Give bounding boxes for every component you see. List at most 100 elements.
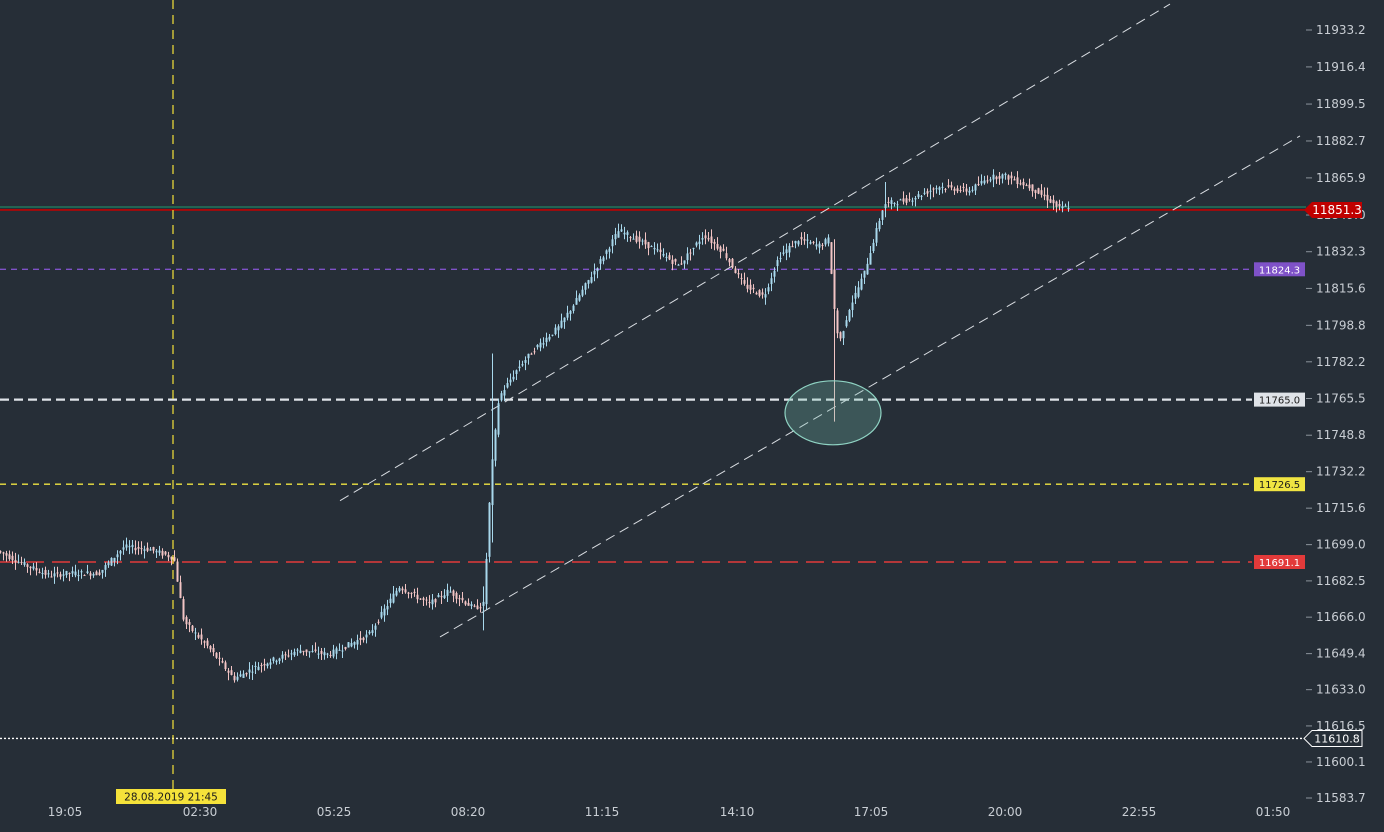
candle xyxy=(1061,201,1064,213)
candle-body xyxy=(731,258,734,268)
candle-body xyxy=(611,239,614,247)
candle xyxy=(632,233,635,240)
candle-body xyxy=(107,562,110,566)
candle-body xyxy=(539,342,542,348)
candle xyxy=(155,549,158,559)
candle-body xyxy=(188,622,191,625)
candle-body xyxy=(584,283,587,290)
candle xyxy=(611,234,614,254)
candle xyxy=(194,627,197,640)
candle xyxy=(461,591,464,603)
x-tick-label: 01:50 xyxy=(1256,805,1291,819)
candle-body xyxy=(35,568,38,571)
candle-body xyxy=(320,650,323,654)
candle-body xyxy=(389,598,392,604)
candle-body xyxy=(878,220,881,230)
candle-body xyxy=(962,186,965,188)
candle-body xyxy=(1040,190,1043,195)
candle xyxy=(572,304,575,314)
candle-body xyxy=(287,655,290,657)
highlight-ellipse[interactable] xyxy=(784,380,882,446)
candle xyxy=(305,649,308,657)
candle-body xyxy=(158,550,161,553)
yellow-level[interactable]: 11726.5 xyxy=(0,477,1305,492)
x-tick-label: 05:25 xyxy=(317,805,352,819)
candle xyxy=(656,243,659,253)
channel-upper[interactable] xyxy=(339,3,1171,502)
candle xyxy=(431,594,434,610)
y-tick-label: 11649.4 xyxy=(1316,647,1366,661)
candle xyxy=(734,266,737,274)
candle-body xyxy=(59,574,62,577)
candle-body xyxy=(38,571,41,573)
candle xyxy=(377,619,380,625)
candle xyxy=(770,272,773,292)
candle-body xyxy=(707,238,710,240)
candle-body xyxy=(317,653,320,655)
candle-body xyxy=(119,550,122,554)
candle xyxy=(578,293,581,302)
y-tick-label: 11715.6 xyxy=(1316,501,1366,515)
purple-level[interactable]: 11824.3 xyxy=(0,262,1305,277)
candle-body xyxy=(551,334,554,336)
candle-body xyxy=(950,185,953,188)
candle xyxy=(827,234,830,247)
candle xyxy=(1046,187,1049,208)
candle xyxy=(551,334,554,337)
candle-body xyxy=(743,280,746,284)
candle-body xyxy=(581,289,584,296)
candle-body xyxy=(716,244,719,249)
candle-body xyxy=(74,571,77,576)
candle-body xyxy=(83,575,86,577)
current-price-label: 11851.3 xyxy=(1312,203,1362,217)
candle xyxy=(233,672,236,683)
channel-lower[interactable] xyxy=(439,135,1301,638)
candle-body xyxy=(395,590,398,596)
red-level[interactable]: 11691.1 xyxy=(0,554,1305,569)
y-tick-label: 11583.7 xyxy=(1316,791,1366,805)
candle-body xyxy=(371,630,374,633)
candle xyxy=(302,650,305,656)
candle-body xyxy=(398,588,401,592)
candle xyxy=(815,237,818,250)
candle xyxy=(521,360,524,367)
candle xyxy=(863,270,866,285)
candle-body xyxy=(887,201,890,203)
candle-body xyxy=(446,589,449,596)
candle xyxy=(563,317,566,329)
candle-body xyxy=(788,245,791,253)
y-tick-label: 11765.5 xyxy=(1316,392,1366,406)
candle xyxy=(281,651,284,663)
candle xyxy=(581,285,584,298)
candle-body xyxy=(452,590,455,596)
candle-body xyxy=(233,675,236,681)
candle xyxy=(623,226,626,240)
y-tick-label: 11682.5 xyxy=(1316,574,1366,588)
candle-body xyxy=(332,649,335,657)
candle-body xyxy=(521,364,524,366)
candle xyxy=(497,398,500,438)
candle-body xyxy=(467,602,470,606)
candle xyxy=(788,243,791,258)
candle xyxy=(731,258,734,269)
candle xyxy=(59,571,62,580)
candle xyxy=(353,641,356,649)
candle-body xyxy=(434,599,437,603)
candle xyxy=(752,284,755,294)
candle xyxy=(848,308,851,323)
candle xyxy=(869,246,872,265)
candle-body xyxy=(308,651,311,653)
candle-body xyxy=(800,236,803,240)
crosshair-date-label: 28.08.2019 21:45 xyxy=(124,792,218,804)
low-level[interactable]: 11610.8 xyxy=(0,729,1363,747)
candle-body xyxy=(719,246,722,252)
candle xyxy=(440,591,443,605)
white-level[interactable]: 11765.0 xyxy=(0,392,1305,407)
candle-body xyxy=(926,191,929,194)
candle xyxy=(149,546,152,551)
candle-body xyxy=(674,259,677,262)
red-level-label: 11691.1 xyxy=(1259,558,1300,569)
y-tick-label: 11616.5 xyxy=(1316,719,1366,733)
